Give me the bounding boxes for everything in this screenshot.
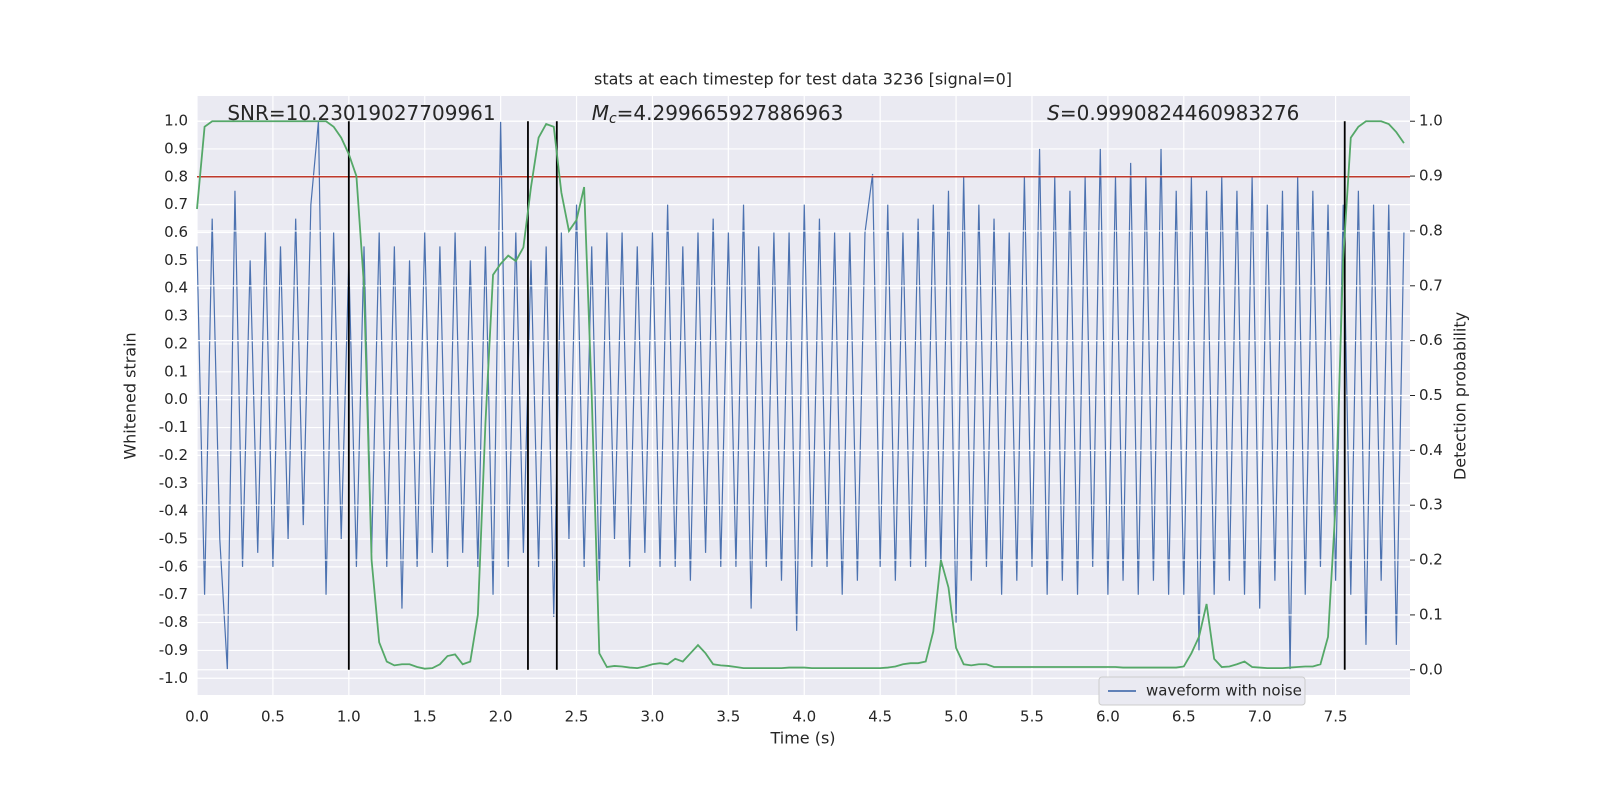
y-tick-label: 0.8 — [164, 167, 188, 185]
y-tick-label: 0.4 — [164, 279, 188, 297]
y2-tick-label: 0.0 — [1419, 660, 1443, 678]
y-tick-label: -0.7 — [159, 585, 188, 603]
x-tick-label: 1.5 — [413, 708, 437, 726]
y-tick-label: -0.8 — [159, 613, 188, 631]
y-tick-label: -1.0 — [159, 669, 188, 687]
x-tick-label: 5.5 — [1020, 708, 1044, 726]
y-tick-label: 0.1 — [164, 362, 188, 380]
annotation: SNR=10.23019027709961 — [227, 101, 495, 125]
annotation-subscript: c — [609, 111, 617, 127]
y-tick-label: 0.5 — [164, 251, 188, 269]
x-tick-label: 6.5 — [1172, 708, 1196, 726]
y2-tick-label: 0.3 — [1419, 496, 1443, 514]
y2-tick-label: 0.4 — [1419, 441, 1443, 459]
legend-label: waveform with noise — [1146, 682, 1302, 700]
y-tick-label: 0.6 — [164, 223, 188, 241]
y-tick-label: -0.1 — [159, 418, 188, 436]
x-tick-label: 0.5 — [261, 708, 285, 726]
y2-tick-label: 0.5 — [1419, 386, 1443, 404]
y-tick-label: -0.9 — [159, 641, 188, 659]
x-tick-label: 3.5 — [716, 708, 740, 726]
y-tick-label: -0.2 — [159, 446, 188, 464]
annotation-symbol: S — [1047, 101, 1060, 125]
y-tick-label: -0.3 — [159, 474, 188, 492]
x-tick-label: 7.5 — [1324, 708, 1348, 726]
legend-box — [1098, 676, 1306, 706]
x-tick-label: 4.5 — [868, 708, 892, 726]
y-tick-label: -0.4 — [159, 502, 188, 520]
y2-tick-label: 0.2 — [1419, 551, 1443, 569]
y2-axis-label: Detection probability — [1451, 312, 1470, 480]
chart-title: stats at each timestep for test data 323… — [594, 70, 1012, 89]
y2-tick-label: 1.0 — [1419, 112, 1443, 130]
x-tick-label: 4.0 — [792, 708, 816, 726]
y2-tick-label: 0.7 — [1419, 276, 1443, 294]
y-tick-label: 0.3 — [164, 307, 188, 325]
x-tick-label: 5.0 — [944, 708, 968, 726]
annotation-text: =4.299665927886963 — [617, 101, 844, 125]
x-axis-label: Time (s) — [769, 729, 835, 748]
x-tick-label: 2.5 — [565, 708, 589, 726]
x-tick-label: 6.0 — [1096, 708, 1120, 726]
annotation-symbol: M — [592, 101, 609, 125]
y-tick-label: 1.0 — [164, 112, 188, 130]
annotation: S=0.9990824460983276 — [1047, 101, 1299, 125]
annotation: Mc=4.299665927886963 — [592, 101, 844, 128]
data-line — [196, 121, 1405, 670]
annotation-text: SNR=10.23019027709961 — [227, 101, 495, 125]
y-axis-label: Whitened strain — [121, 332, 140, 459]
y-tick-label: -0.5 — [159, 529, 188, 547]
y2-tick-label: 0.1 — [1419, 605, 1443, 623]
y-tick-label: 0.9 — [164, 139, 188, 157]
y-tick-label: 0.0 — [164, 390, 188, 408]
x-tick-label: 3.0 — [641, 708, 665, 726]
y2-tick-label: 0.8 — [1419, 221, 1443, 239]
annotation-text: =0.9990824460983276 — [1060, 101, 1299, 125]
y-tick-label: -0.6 — [159, 557, 188, 575]
data-line — [196, 120, 1405, 670]
x-tick-label: 7.0 — [1248, 708, 1272, 726]
x-tick-label: 0.0 — [185, 708, 209, 726]
y2-tick-label: 0.9 — [1419, 167, 1443, 185]
x-tick-label: 2.0 — [489, 708, 513, 726]
y2-tick-label: 0.6 — [1419, 331, 1443, 349]
x-tick-label: 1.0 — [337, 708, 361, 726]
y-tick-label: 0.7 — [164, 195, 188, 213]
y-tick-label: 0.2 — [164, 334, 188, 352]
